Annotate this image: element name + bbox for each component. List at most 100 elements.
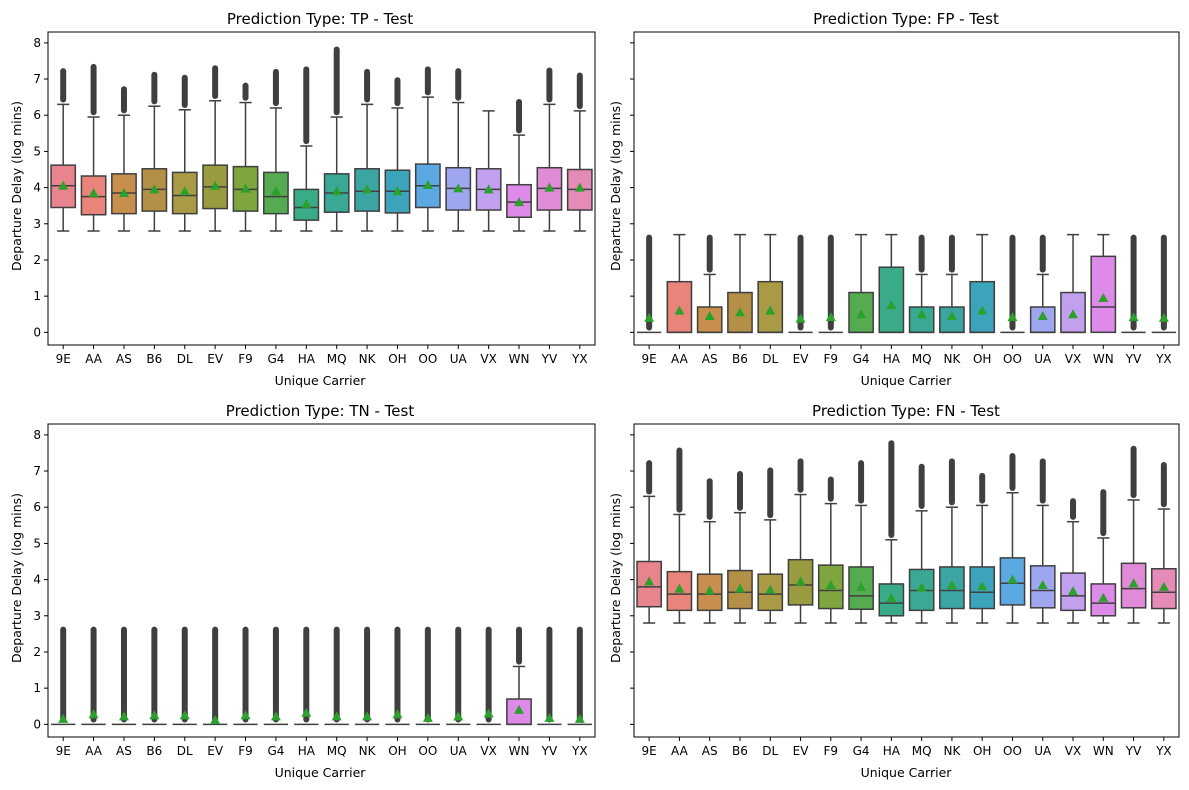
x-tick-label: VX (1065, 352, 1081, 366)
mean-marker (149, 184, 160, 194)
mean-marker (1098, 292, 1109, 302)
x-tick-label: YV (541, 744, 558, 758)
outlier-markers (120, 86, 127, 114)
subplot-tn: Prediction Type: TN - Test Unique Carrie… (9, 402, 596, 780)
mean-marker (422, 180, 433, 190)
x-tick-label: NK (943, 744, 961, 758)
outlier-markers (1160, 234, 1167, 331)
y-tick-label: 1 (33, 289, 41, 303)
mean-marker (977, 581, 988, 591)
x-tick-label: HA (298, 744, 316, 758)
outlier-markers (303, 626, 310, 723)
mean-marker (453, 711, 464, 721)
x-tick-label: EV (793, 744, 810, 758)
mean-marker (795, 576, 806, 586)
box (263, 171, 289, 215)
x-tick-label: B6 (146, 352, 162, 366)
mean-marker (240, 710, 251, 720)
outlier-markers (1009, 452, 1016, 491)
mean-marker (644, 312, 655, 322)
outlier-markers (1130, 445, 1137, 499)
outlier-markers (424, 626, 431, 723)
outlier-markers (918, 463, 925, 510)
x-tick-label: 9E (56, 352, 71, 366)
outlier-markers (797, 234, 804, 331)
mean-marker (765, 584, 776, 594)
x-tick-label: 9E (642, 744, 657, 758)
x-tick-label: F9 (824, 744, 839, 758)
outlier-markers (1009, 234, 1016, 331)
x-tick-label: DL (177, 744, 193, 758)
outlier-markers (979, 472, 986, 504)
plot-area: 9E AA AS B6 DL EV F9 G4 HA MQ NK OH OO UA VX WN YV YX (630, 31, 1180, 366)
y-axis-label: Departure Delay (log mins) (9, 101, 24, 271)
x-axis-label: Unique Carrier (861, 373, 953, 388)
outlier-markers (918, 234, 925, 273)
x-axis-label: Unique Carrier (275, 373, 367, 388)
mean-marker (392, 709, 403, 719)
mean-marker (483, 184, 494, 194)
outlier-markers (212, 626, 219, 723)
outlier-markers (90, 626, 97, 723)
y-axis-label: Departure Delay (log mins) (608, 101, 623, 271)
mean-marker (483, 708, 494, 718)
mean-marker (1007, 574, 1018, 584)
outlier-markers (948, 458, 955, 506)
y-tick-label: 6 (33, 500, 41, 514)
x-tick-label: EV (207, 352, 224, 366)
x-tick-label: AA (85, 744, 103, 758)
x-tick-label: OH (973, 744, 991, 758)
outlier-markers (212, 65, 219, 99)
outlier-markers (736, 471, 743, 511)
y-tick-label: 1 (33, 681, 41, 695)
y-tick-label: 5 (33, 536, 41, 550)
mean-marker (1128, 578, 1139, 588)
outlier-markers (576, 626, 583, 723)
x-tick-label: YV (541, 352, 558, 366)
plot-area: 0 1 2 3 4 5 6 7 8 9E AA AS B6 DL EV F9 G4 HA MQ NK OH OO UA VX W… (33, 423, 596, 758)
outlier-markers (60, 626, 67, 723)
mean-marker (886, 300, 897, 310)
y-tick-label: 8 (33, 428, 41, 442)
mean-marker (704, 311, 715, 321)
x-tick-label: WN (1093, 744, 1114, 758)
mean-marker (1158, 312, 1169, 322)
y-tick-label: 6 (33, 108, 41, 122)
outlier-markers (333, 46, 340, 116)
mean-marker (88, 188, 99, 198)
subplot-fp: Prediction Type: FP - Test Unique Carrie… (608, 10, 1180, 388)
y-tick-label: 0 (33, 717, 41, 731)
box (757, 280, 784, 334)
outlier-markers (858, 460, 865, 504)
x-tick-label: AS (702, 352, 718, 366)
mean-marker (674, 305, 685, 315)
mean-marker (453, 183, 464, 193)
mean-marker (1037, 580, 1048, 590)
outlier-markers (546, 67, 553, 103)
x-tick-label: EV (793, 352, 810, 366)
x-tick-label: NK (943, 352, 961, 366)
mean-marker (574, 182, 585, 192)
mean-marker (149, 710, 160, 720)
x-tick-label: DL (762, 352, 778, 366)
mean-marker (856, 581, 867, 591)
mean-marker (331, 186, 342, 196)
mean-marker (1037, 311, 1048, 321)
subplot-title: Prediction Type: TP - Test (227, 10, 413, 28)
outlier-markers (455, 626, 462, 723)
x-tick-label: MQ (327, 352, 347, 366)
outlier-markers (706, 478, 713, 520)
outlier-markers (516, 626, 523, 665)
box (878, 266, 905, 334)
x-tick-label: YX (571, 352, 588, 366)
x-tick-label: EV (207, 744, 224, 758)
outlier-markers (364, 626, 371, 723)
x-tick-label: 9E (56, 744, 71, 758)
y-tick-label: 0 (33, 325, 41, 339)
mean-marker (544, 712, 555, 722)
axes-frame (633, 31, 1180, 346)
outlier-markers (706, 234, 713, 273)
box (939, 566, 965, 610)
x-tick-label: WN (1093, 352, 1114, 366)
x-tick-label: G4 (267, 352, 284, 366)
